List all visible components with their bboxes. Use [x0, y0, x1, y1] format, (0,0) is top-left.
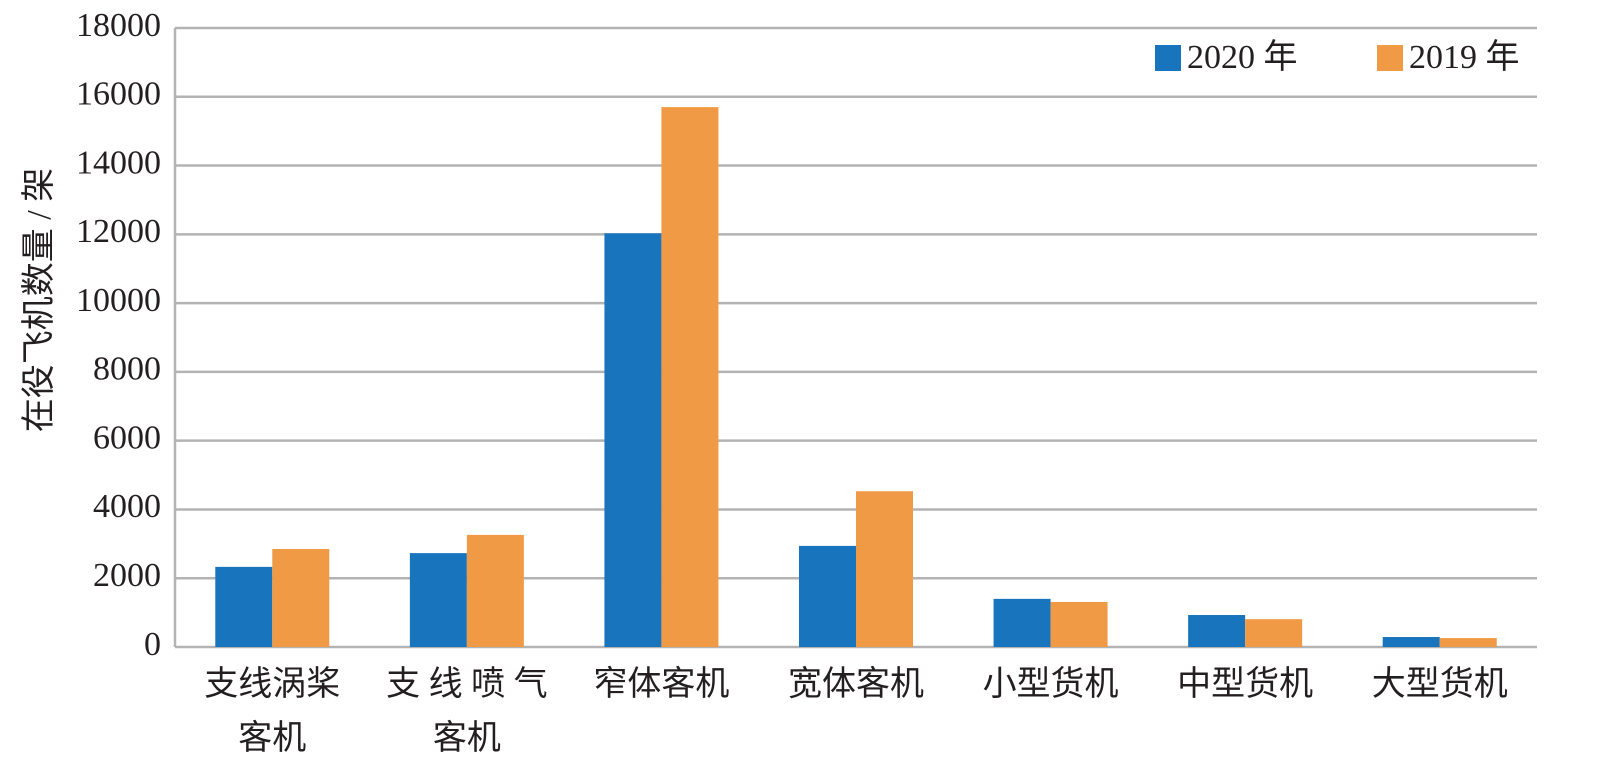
x-tick-label: 大型货机 [1371, 666, 1508, 703]
bar [1245, 619, 1303, 647]
bar [215, 566, 273, 647]
y-axis-label: 在役飞机数量 / 架 [20, 168, 58, 432]
y-tick-label: 12000 [76, 213, 161, 250]
y-tick-label: 18000 [76, 7, 161, 44]
x-tick-label: 支线涡桨 客机 [204, 666, 341, 757]
x-tick-label: 窄体客机 [593, 666, 730, 703]
y-tick-label: 16000 [76, 76, 161, 113]
y-tick-label: 0 [144, 626, 161, 663]
bar [856, 491, 913, 647]
bar [466, 534, 524, 647]
bar [1382, 637, 1440, 647]
x-tick-label: 支 线 喷 气 客机 [386, 666, 548, 757]
y-tick-label: 6000 [93, 419, 161, 456]
legend-swatch [1155, 45, 1181, 71]
y-tick-label: 10000 [76, 282, 161, 319]
x-tick-label: 宽体客机 [788, 666, 924, 703]
legend-swatch [1377, 45, 1403, 71]
bar [993, 598, 1051, 647]
y-tick-label: 8000 [93, 351, 161, 388]
bar [1050, 601, 1108, 647]
legend-label: 2020 年 [1187, 38, 1298, 76]
bar [1439, 638, 1497, 647]
bar [661, 107, 719, 648]
bar [604, 233, 662, 647]
bar [1188, 615, 1246, 647]
legend-label: 2019 年 [1409, 38, 1520, 76]
y-tick-label: 2000 [93, 557, 161, 594]
bar [409, 553, 467, 647]
x-tick-label: 小型货机 [982, 666, 1119, 703]
y-tick-label: 14000 [76, 144, 161, 181]
bar [272, 548, 330, 647]
bar [799, 545, 856, 647]
y-tick-label: 4000 [93, 488, 161, 525]
x-tick-label: 中型货机 [1177, 666, 1314, 703]
